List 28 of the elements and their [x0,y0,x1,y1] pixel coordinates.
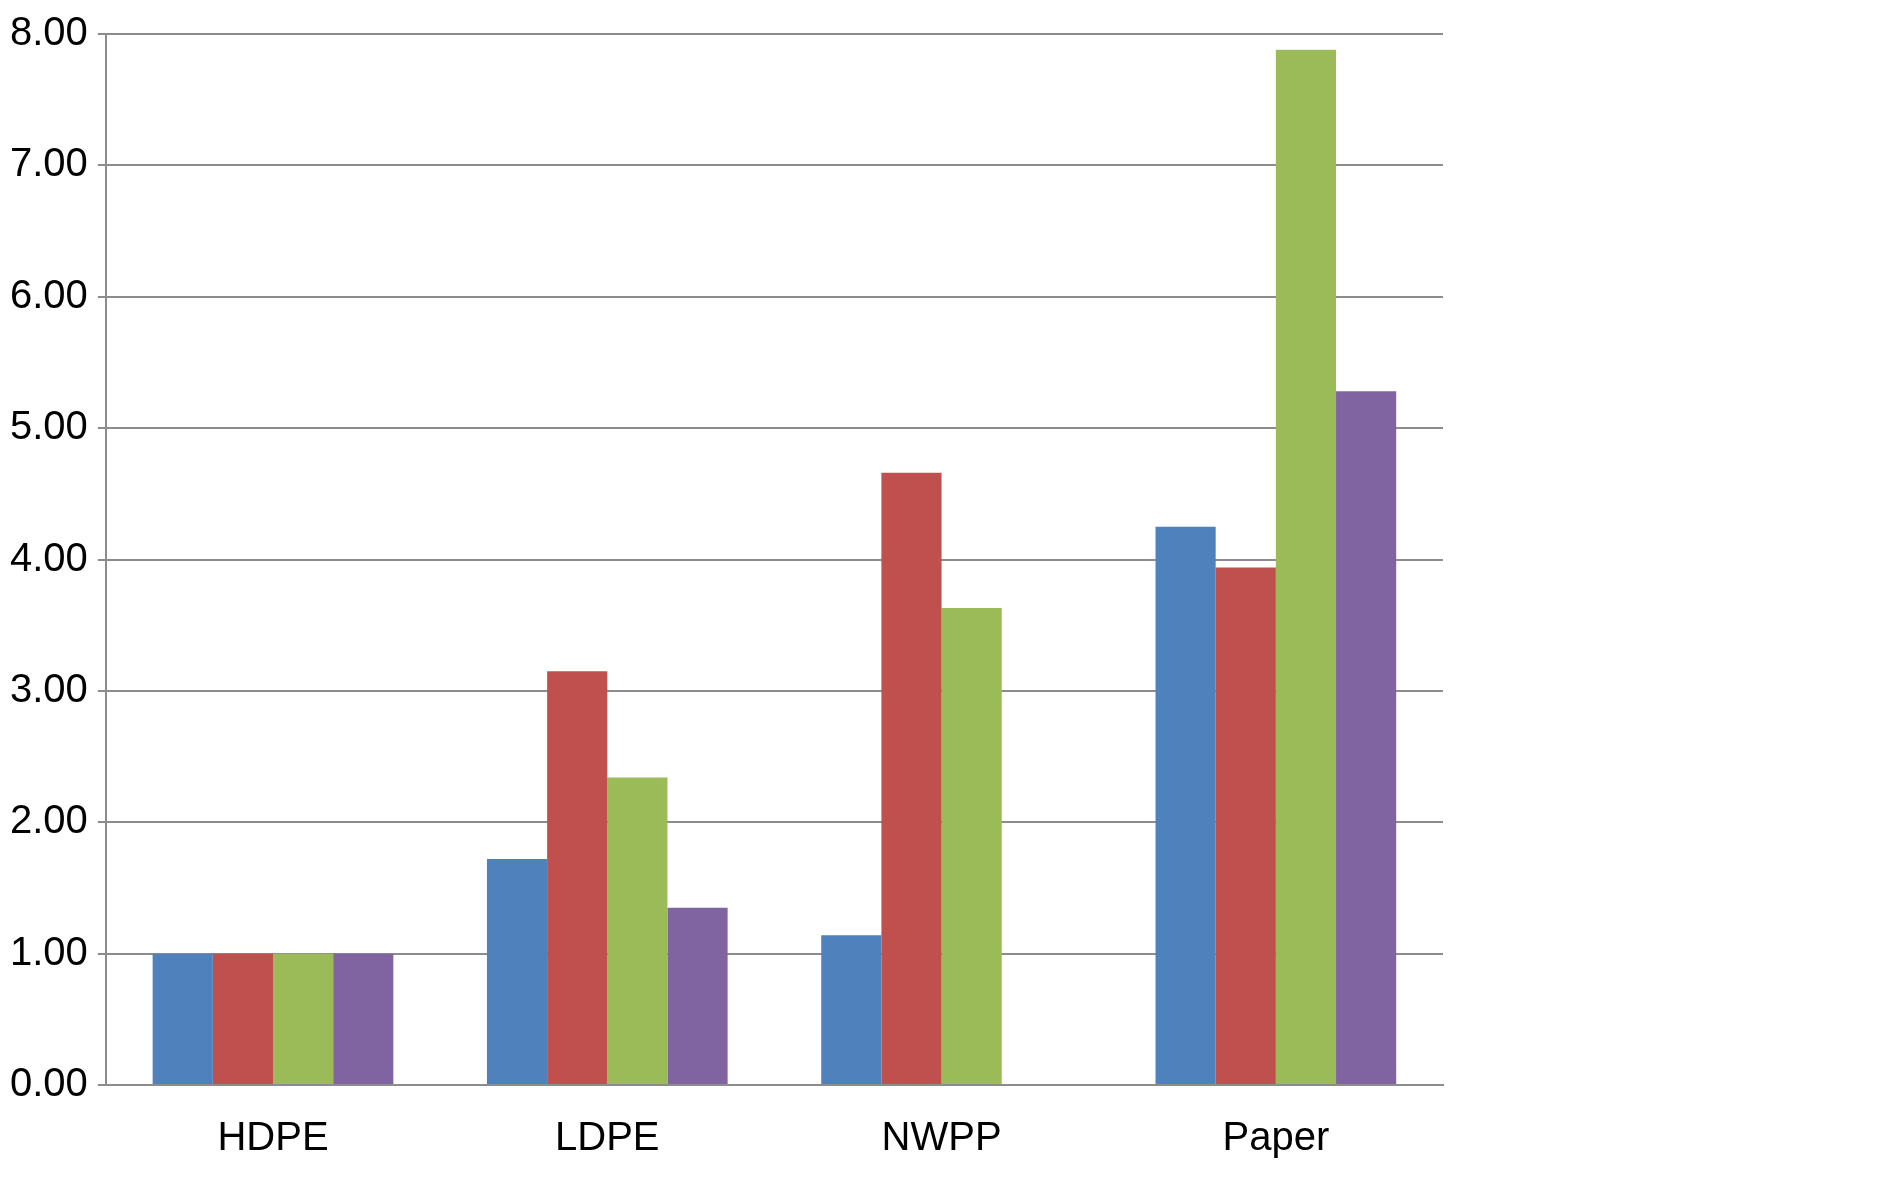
bar [547,671,608,1084]
y-tick-label: 5.00 [9,403,88,448]
bar [881,472,942,1084]
bar [821,935,882,1084]
bar [1215,567,1276,1084]
x-tick-label: LDPE [555,1114,660,1159]
y-tick-label: 1.00 [9,928,88,973]
y-tick-label: 0.00 [9,1060,88,1105]
y-tick-label: 2.00 [9,797,88,842]
bar [486,859,548,1084]
bar [607,777,668,1084]
bar [667,907,728,1084]
bar [941,608,1002,1084]
bar [212,953,273,1084]
x-tick-label: HDPE [217,1114,329,1159]
bar [273,953,334,1084]
bar [152,953,213,1084]
y-tick-label: 3.00 [9,665,88,710]
x-tick-label: Paper [1222,1114,1330,1159]
bar [333,953,394,1084]
bar [1336,391,1397,1084]
bar [1275,49,1337,1084]
y-tick-label: 6.00 [9,271,88,316]
y-tick-label: 7.00 [9,140,88,185]
x-tick-label: NWPP [881,1114,1002,1159]
y-tick-label: 8.00 [9,9,88,54]
bar [1155,526,1216,1084]
y-tick-label: 4.00 [9,534,88,579]
